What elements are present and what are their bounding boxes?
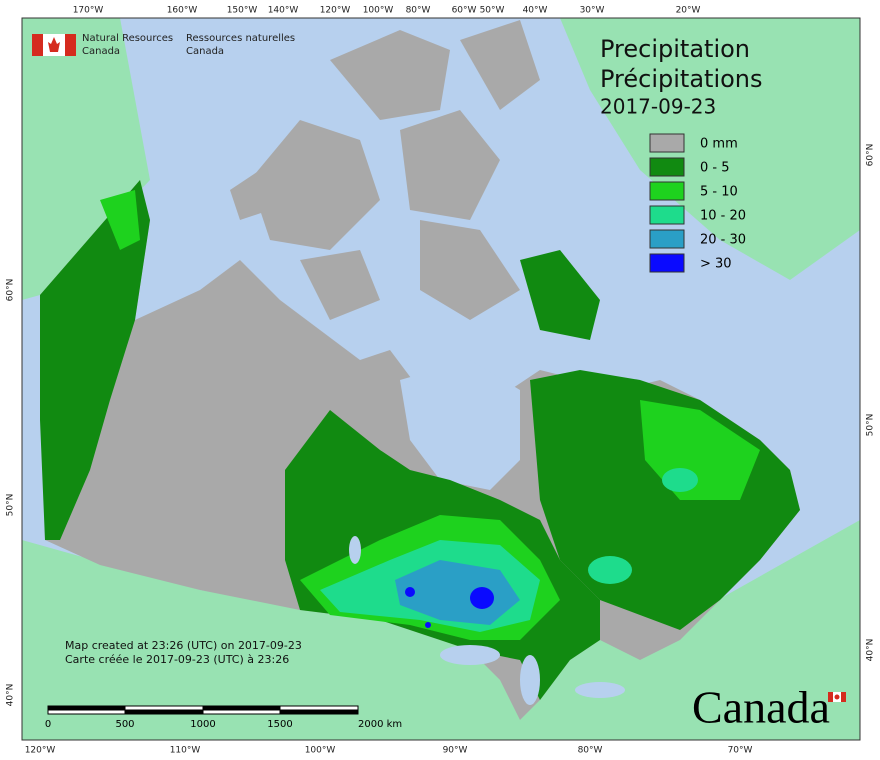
title: Précipitations [600, 65, 763, 93]
longitude-label: 110°W [170, 746, 201, 756]
legend-label: 5 - 10 [700, 185, 738, 200]
latitude-label: 50°N [6, 494, 16, 517]
org-fr: Ressources naturelles [186, 33, 295, 44]
legend-label: 20 - 30 [700, 233, 746, 248]
scale-bar [47, 705, 359, 715]
longitude-label: 100°W [305, 746, 336, 756]
legend-swatch [649, 205, 685, 225]
legend-label: > 30 [700, 257, 732, 272]
united-states [22, 520, 860, 740]
wordmark-flag [828, 692, 846, 702]
legend-swatch [649, 181, 685, 201]
precip-20-30 [395, 560, 520, 625]
longitude-label: 80°W [578, 746, 603, 756]
latitude-label: 40°N [866, 639, 876, 662]
longitude-label: 50°W [480, 6, 505, 16]
legend-swatch [649, 253, 685, 273]
map-frame [21, 17, 861, 741]
legend-label: 0 mm [700, 137, 738, 152]
legend-swatch [649, 133, 685, 153]
note: Carte créée le 2017-09-23 (UTC) à 23:26 [65, 653, 289, 666]
alaska [22, 18, 150, 300]
longitude-label: 120°W [320, 6, 351, 16]
arctic-islands [230, 20, 540, 320]
latitude-label: 50°N [866, 414, 876, 437]
longitude-label: 170°W [73, 6, 104, 16]
longitude-label: 80°W [406, 6, 431, 16]
scale-label: 1000 [190, 719, 215, 730]
legend-label: 10 - 20 [700, 209, 746, 224]
legend-swatch [649, 229, 685, 249]
longitude-label: 20°W [676, 6, 701, 16]
latitude-label: 60°N [866, 144, 876, 167]
flag-logo [32, 34, 76, 56]
longitude-label: 90°W [443, 746, 468, 756]
legend-label: 0 - 5 [700, 161, 730, 176]
greenland [560, 18, 860, 280]
latitude-label: 60°N [6, 279, 16, 302]
longitude-label: 140°W [268, 6, 299, 16]
longitude-label: 70°W [728, 746, 753, 756]
title: Precipitation [600, 35, 750, 63]
legend-swatch [649, 157, 685, 177]
title-date: 2017-09-23 [600, 95, 716, 119]
scale-label: 1500 [267, 719, 292, 730]
lakes [349, 536, 625, 705]
hudson-bay [400, 360, 520, 490]
scale-label: 500 [115, 719, 134, 730]
scale-label: 2000 km [358, 719, 402, 730]
scale-label: 0 [45, 719, 51, 730]
org-en: Canada [82, 46, 120, 57]
precip-over-30 [405, 587, 494, 628]
longitude-label: 30°W [580, 6, 605, 16]
org-fr: Canada [186, 46, 224, 57]
org-en: Natural Resources [82, 33, 173, 44]
note: Map created at 23:26 (UTC) on 2017-09-23 [65, 639, 302, 652]
wordmark: Canada [692, 682, 830, 733]
longitude-label: 160°W [167, 6, 198, 16]
latitude-label: 40°N [6, 684, 16, 707]
longitude-label: 100°W [363, 6, 394, 16]
longitude-label: 40°W [523, 6, 548, 16]
longitude-label: 120°W [25, 746, 56, 756]
longitude-label: 150°W [227, 6, 258, 16]
longitude-label: 60°W [452, 6, 477, 16]
